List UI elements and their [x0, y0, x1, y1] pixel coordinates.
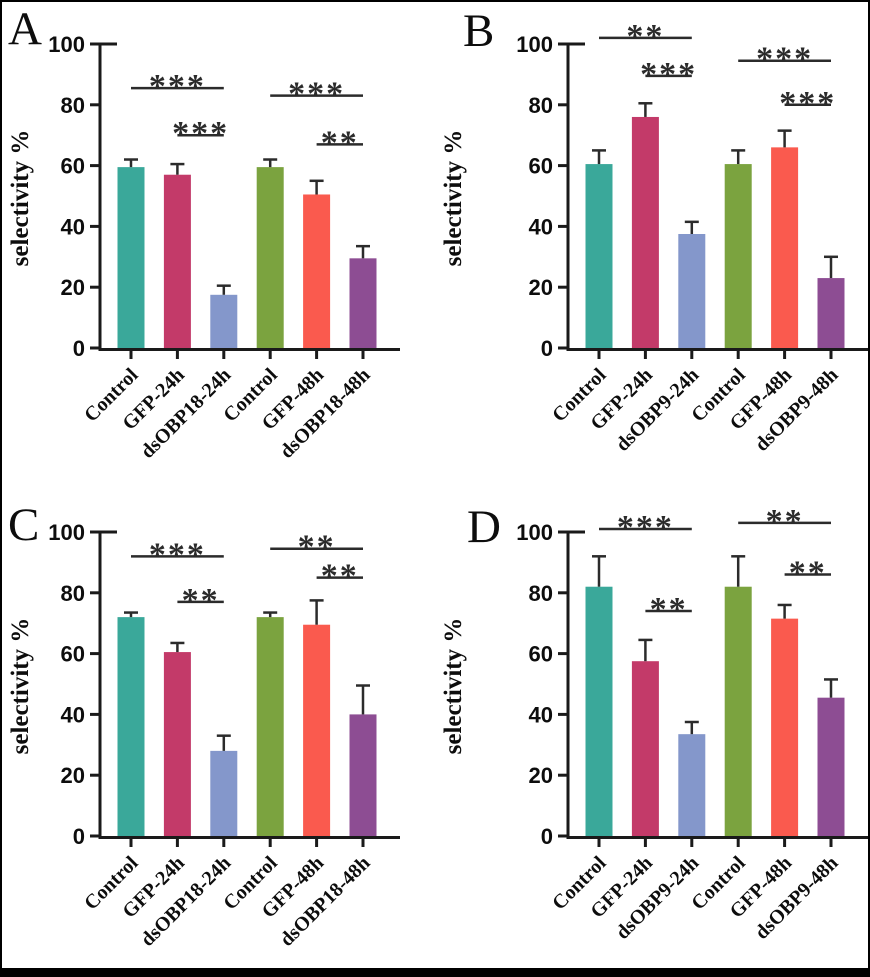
y-tick-label: 60	[61, 642, 85, 667]
y-tick-label: 20	[529, 763, 553, 788]
bar-dsobp18-24h	[210, 294, 238, 348]
y-tick-label: 60	[61, 154, 85, 179]
significance-stars: ***	[640, 56, 697, 93]
significance-stars: **	[650, 591, 688, 628]
y-tick-label: 40	[61, 214, 85, 239]
panel-d: D selectivity % 0 20 40 60 80 100 *** ** ** ** Cont…	[435, 490, 868, 975]
y-tick-label: 60	[529, 154, 553, 179]
panel-c: C selectivity % 0 20 40 60 80 100 *** ** ** ** Cont…	[2, 490, 437, 975]
y-tick-label: 20	[61, 763, 85, 788]
panel-letter-b: B	[463, 5, 495, 57]
bar-chart-a: selectivity %020406080100***********Cont…	[7, 32, 400, 463]
bar-dsobp18-48h	[349, 258, 377, 348]
y-tick-label: 40	[529, 214, 553, 239]
bar-control	[724, 586, 752, 836]
y-tick-label: 100	[48, 520, 85, 545]
bar-gfp-24h	[631, 116, 659, 349]
significance-stars: **	[298, 529, 336, 566]
bar-gfp-24h	[631, 661, 659, 836]
y-axis-title: selectivity %	[440, 618, 467, 755]
bar-control	[117, 167, 145, 348]
y-tick-label: 0	[541, 824, 553, 849]
significance-stars: ***	[756, 41, 813, 78]
y-tick-label: 80	[529, 93, 553, 118]
significance-stars: **	[766, 503, 804, 540]
y-tick-label: 40	[529, 702, 553, 727]
y-tick-label: 20	[61, 275, 85, 300]
bar-control	[724, 164, 752, 348]
significance-stars: ***	[172, 115, 229, 152]
bar-gfp-48h	[771, 618, 799, 836]
significance-stars: **	[182, 582, 220, 619]
y-tick-label: 40	[61, 702, 85, 727]
bar-dsobp9-24h	[678, 734, 706, 836]
panel-letter-a: A	[8, 3, 42, 55]
bar-control	[256, 167, 284, 348]
bar-gfp-48h	[771, 147, 799, 348]
bar-gfp-48h	[303, 194, 331, 348]
bar-control	[585, 586, 613, 836]
y-axis-title: selectivity %	[440, 130, 467, 267]
y-tick-label: 0	[73, 824, 85, 849]
bar-control	[117, 617, 145, 836]
significance-stars: **	[626, 18, 664, 55]
significance-stars: **	[321, 124, 359, 161]
y-tick-label: 0	[541, 336, 553, 361]
y-tick-label: 0	[73, 336, 85, 361]
y-tick-label: 60	[529, 642, 553, 667]
y-tick-label: 100	[516, 520, 553, 545]
bar-chart-c: selectivity %020406080100*********Contro…	[7, 520, 400, 951]
bar-gfp-48h	[303, 624, 331, 836]
bar-gfp-24h	[163, 174, 191, 348]
panel-letter-d: D	[467, 501, 501, 553]
y-tick-label: 80	[61, 581, 85, 606]
panel-a: A selectivity % 0 20 40 60 80 100 *** *** *** ** Co…	[2, 2, 437, 490]
significance-stars: ***	[779, 85, 836, 122]
bottom-black-bar	[2, 968, 868, 975]
significance-stars: ***	[617, 509, 674, 546]
y-tick-label: 20	[529, 275, 553, 300]
bar-dsobp18-48h	[349, 714, 377, 836]
y-tick-label: 80	[529, 581, 553, 606]
bar-control	[585, 164, 613, 348]
y-axis-title: selectivity %	[7, 618, 34, 755]
significance-stars: ***	[149, 536, 206, 573]
bar-dsobp9-48h	[817, 278, 845, 348]
bar-control	[256, 617, 284, 836]
significance-stars: **	[321, 558, 359, 595]
bar-dsobp9-48h	[817, 697, 845, 836]
panel-b: B selectivity % 0 20 40 60 80 100 ** *** *** *** Co…	[435, 2, 868, 490]
y-tick-label: 100	[516, 32, 553, 57]
bar-dsobp18-24h	[210, 750, 238, 836]
significance-stars: ***	[149, 68, 206, 105]
bar-gfp-24h	[163, 652, 191, 836]
significance-stars: **	[789, 555, 827, 592]
significance-stars: ***	[288, 76, 345, 113]
y-axis-title: selectivity %	[7, 130, 34, 267]
bar-dsobp9-24h	[678, 234, 706, 348]
y-tick-label: 100	[48, 32, 85, 57]
panel-letter-c: C	[8, 499, 40, 551]
y-tick-label: 80	[61, 93, 85, 118]
